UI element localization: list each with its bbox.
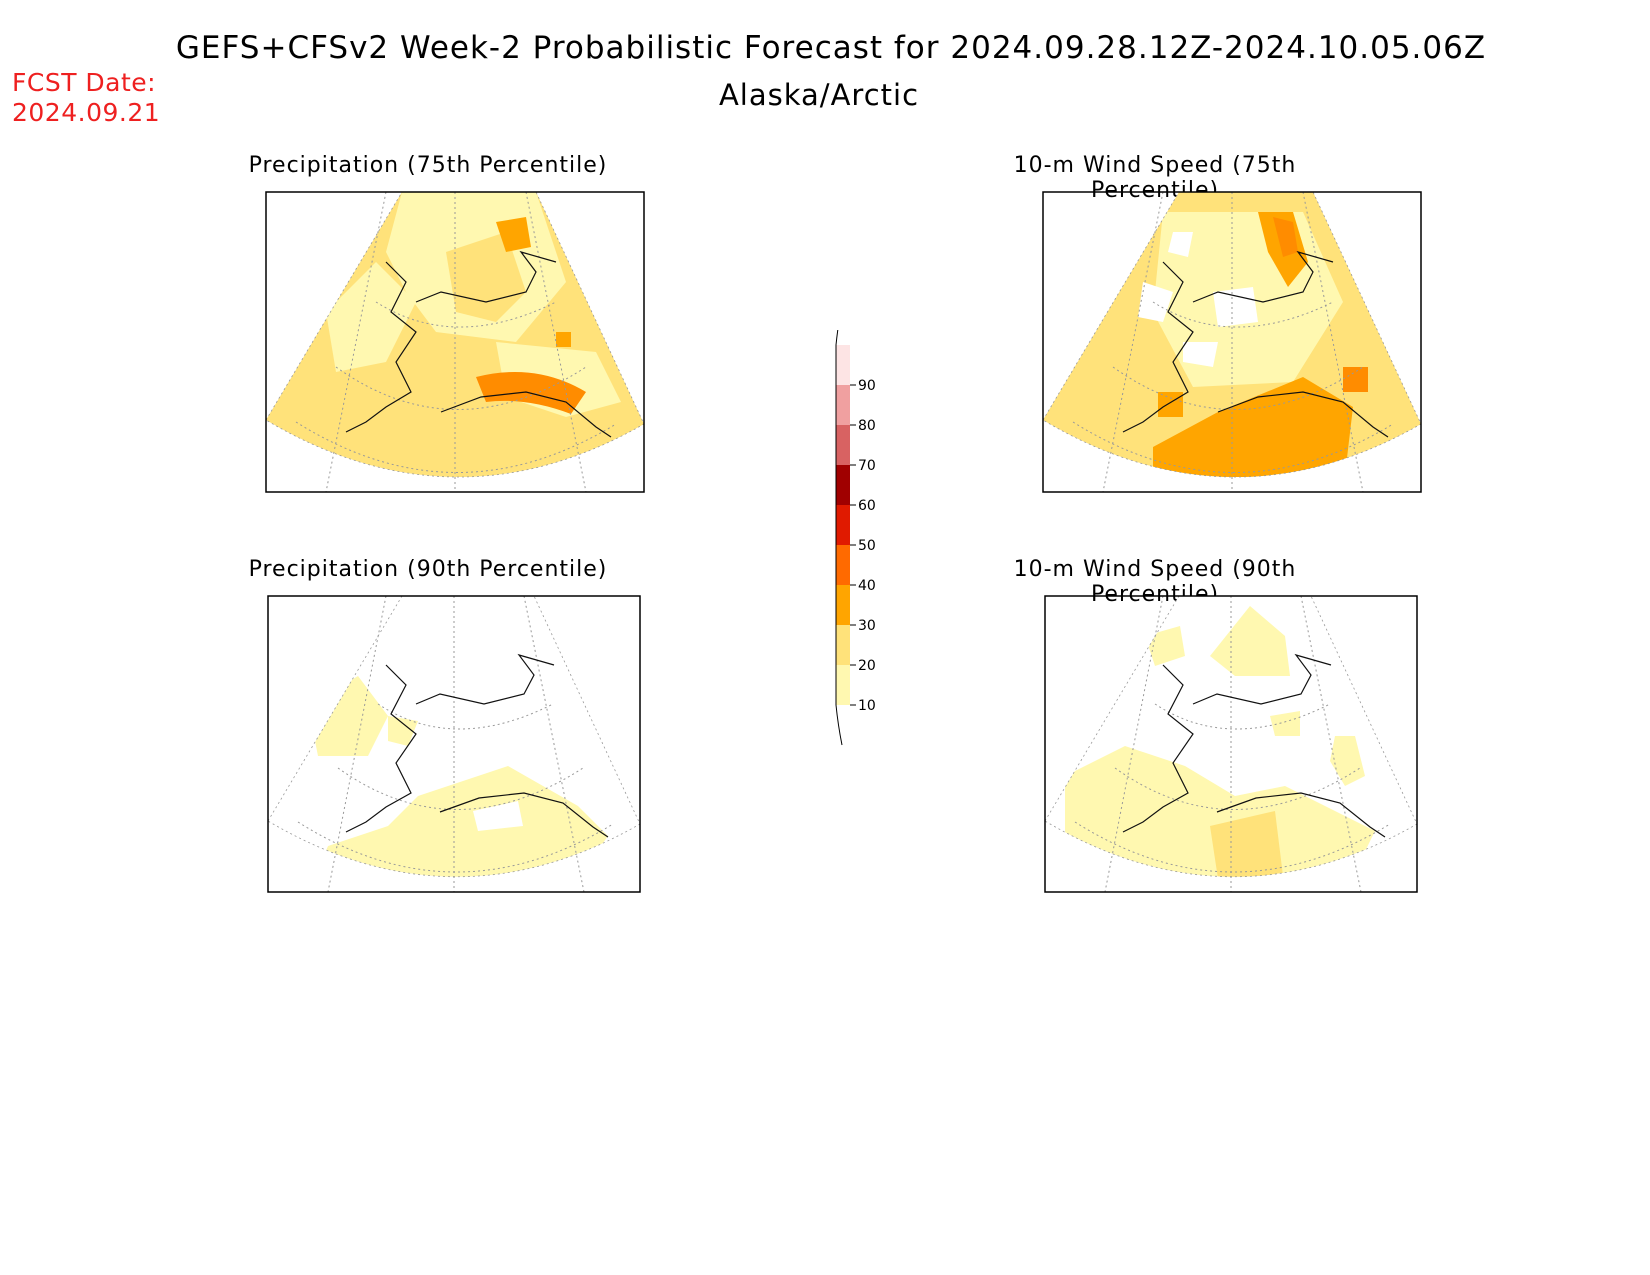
colorbar-swatch-90 xyxy=(836,345,850,385)
forecast-date-value: 2024.09.21 xyxy=(12,98,161,127)
map-precip-75 xyxy=(266,192,644,492)
colorbar-swatch-60 xyxy=(836,465,850,505)
panel-title-precip-90: Precipitation (90th Percentile) xyxy=(248,557,608,582)
colorbar-label: 90 xyxy=(858,378,876,394)
panel-title-wind-90: 10-m Wind Speed (90th Percentile) xyxy=(1013,557,1297,607)
colorbar-legend: 10 20 30 40 50 60 70 80 90 xyxy=(835,330,876,746)
panel-title-precip-75: Precipitation (75th Percentile) xyxy=(248,153,608,178)
colorbar-label: 40 xyxy=(858,578,876,594)
colorbar-label: 10 xyxy=(858,698,876,714)
colorbar-swatch-70 xyxy=(836,425,850,465)
colorbar-label: 80 xyxy=(858,418,876,434)
colorbar-label: 60 xyxy=(858,498,876,514)
colorbar-swatch-10 xyxy=(836,665,850,705)
map-precip-90 xyxy=(268,596,640,892)
colorbar-swatch-30 xyxy=(836,585,850,625)
map-wind-75 xyxy=(1043,192,1421,492)
colorbar-label: 70 xyxy=(858,458,876,474)
region-subtitle: Alaska/Arctic xyxy=(718,78,920,112)
panel-title-wind-75: 10-m Wind Speed (75th Percentile) xyxy=(1013,153,1297,203)
colorbar-swatch-20 xyxy=(836,625,850,665)
colorbar-swatch-40 xyxy=(836,545,850,585)
colorbar-swatch-80 xyxy=(836,385,850,425)
main-title: GEFS+CFSv2 Week-2 Probabilistic Forecast… xyxy=(175,30,1487,66)
colorbar-label: 50 xyxy=(858,538,876,554)
map-wind-90 xyxy=(1045,596,1417,892)
colorbar-label: 20 xyxy=(858,658,876,674)
forecast-date-label: FCST Date: xyxy=(12,68,157,97)
colorbar-label: 30 xyxy=(858,618,876,634)
colorbar-swatch-50 xyxy=(836,505,850,545)
colorbar-bottom-cap xyxy=(835,704,843,746)
colorbar-top-cap xyxy=(835,330,839,346)
